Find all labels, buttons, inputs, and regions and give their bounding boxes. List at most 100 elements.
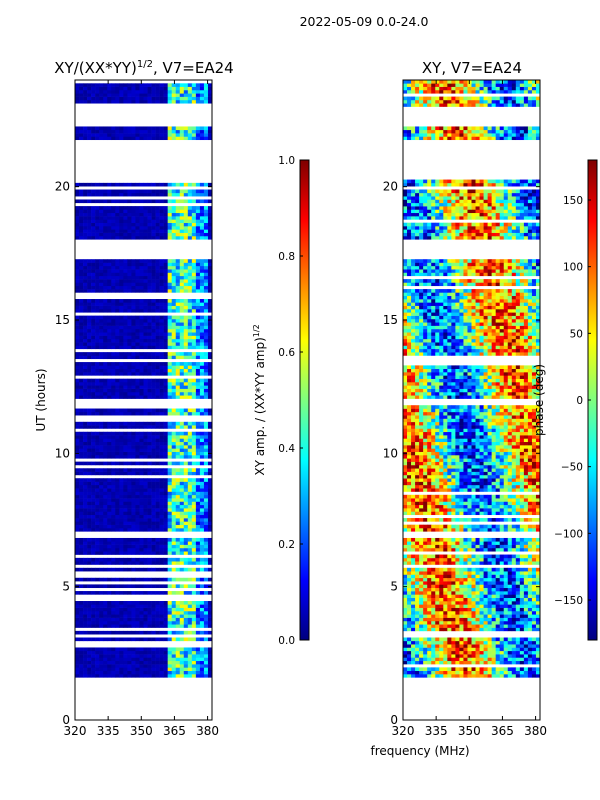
heatmap-cell <box>95 624 100 628</box>
heatmap-cell <box>175 378 181 383</box>
heatmap-cell <box>131 498 136 502</box>
heatmap-cell <box>479 614 484 618</box>
heatmap-cell <box>159 647 164 652</box>
heatmap-cell <box>83 654 88 658</box>
heatmap-cell <box>147 624 152 628</box>
heatmap-cell <box>147 391 152 396</box>
heatmap-cell <box>99 654 104 658</box>
heatmap-cell <box>187 591 193 595</box>
heatmap-cell <box>179 451 185 456</box>
heatmap-cell <box>75 89 80 94</box>
heatmap-cell <box>207 86 213 91</box>
heatmap-cell <box>155 259 160 263</box>
heatmap-cell <box>83 302 88 306</box>
heatmap-cell <box>135 302 140 306</box>
heatmap-cell <box>179 421 185 426</box>
heatmap-cell <box>95 322 100 326</box>
heatmap-cell <box>167 355 173 360</box>
heatmap-cell <box>135 308 140 313</box>
heatmap-cell <box>135 451 140 456</box>
heatmap-cell <box>103 654 108 658</box>
heatmap-cell <box>123 282 128 287</box>
heatmap-cell <box>79 408 84 413</box>
heatmap-cell <box>127 335 132 340</box>
heatmap-cell <box>511 647 517 652</box>
heatmap-cell <box>135 182 140 187</box>
heatmap-cell <box>483 617 488 622</box>
heatmap-cell <box>171 262 177 267</box>
heatmap-cell <box>127 199 132 204</box>
heatmap-cell <box>107 501 112 506</box>
heatmap-cell <box>119 365 124 370</box>
heatmap-cell <box>75 660 80 665</box>
heatmap-cell <box>419 627 424 632</box>
heatmap-cell <box>467 637 472 642</box>
heatmap-cell <box>83 511 88 516</box>
heatmap-cell <box>103 431 108 436</box>
heatmap-cell <box>471 644 476 648</box>
heatmap-cell <box>143 206 148 210</box>
heatmap-cell <box>115 544 120 549</box>
heatmap-cell <box>503 587 509 592</box>
heatmap-cell <box>135 654 140 658</box>
heatmap-cell <box>171 352 177 356</box>
heatmap-cell <box>187 551 193 555</box>
heatmap-cell <box>87 86 92 91</box>
heatmap-cell <box>103 524 108 529</box>
heatmap-cell <box>103 381 108 386</box>
heatmap-cell <box>167 494 173 499</box>
heatmap-cell <box>159 650 164 655</box>
heatmap-cell <box>479 617 484 622</box>
heatmap-cell <box>115 547 120 552</box>
heatmap-cell <box>115 381 120 386</box>
heatmap-cell <box>119 388 124 393</box>
heatmap-cell <box>535 657 541 662</box>
heatmap-cell <box>203 229 209 233</box>
heatmap-cell <box>163 83 168 87</box>
heatmap-cell <box>195 328 201 333</box>
heatmap-cell <box>463 587 468 592</box>
heatmap-cell <box>195 381 201 386</box>
heatmap-cell <box>147 86 152 91</box>
heatmap-cell <box>155 411 160 416</box>
heatmap-cell <box>183 610 189 615</box>
heatmap-cell <box>91 557 96 562</box>
heatmap-cell <box>159 654 164 658</box>
heatmap-cell <box>195 182 201 187</box>
heatmap-cell <box>179 126 185 131</box>
heatmap-cell <box>207 567 213 572</box>
heatmap-cell <box>131 182 136 187</box>
heatmap-cell <box>175 275 181 280</box>
heatmap-cell <box>119 262 124 267</box>
heatmap-cell <box>123 385 128 389</box>
heatmap-cell <box>167 189 173 194</box>
heatmap-cell <box>131 365 136 370</box>
heatmap-cell <box>91 614 96 618</box>
heatmap-cell <box>103 657 108 662</box>
heatmap-cell <box>195 601 201 605</box>
heatmap-cell <box>155 322 160 326</box>
heatmap-cell <box>427 660 432 665</box>
heatmap-cell <box>207 614 213 618</box>
heatmap-cell <box>83 322 88 326</box>
heatmap-cell <box>491 647 496 652</box>
heatmap-cell <box>79 305 84 310</box>
heatmap-cell <box>159 667 164 671</box>
heatmap-cell <box>507 587 513 592</box>
heatmap-cell <box>195 620 201 625</box>
heatmap-cell <box>107 617 112 622</box>
heatmap-cell <box>183 372 189 376</box>
heatmap-cell <box>159 362 164 366</box>
heatmap-cell <box>127 471 132 476</box>
heatmap-cell <box>199 279 205 283</box>
heatmap-cell <box>203 235 209 240</box>
heatmap-cell <box>79 461 84 466</box>
heatmap-cell <box>155 528 160 532</box>
heatmap-cell <box>99 362 104 366</box>
heatmap-cell <box>183 501 189 506</box>
heatmap-cell <box>187 614 193 618</box>
heatmap-cell <box>499 647 505 652</box>
heatmap-cell <box>179 660 185 665</box>
heatmap-cell <box>139 222 144 227</box>
heatmap-cell <box>79 567 84 572</box>
